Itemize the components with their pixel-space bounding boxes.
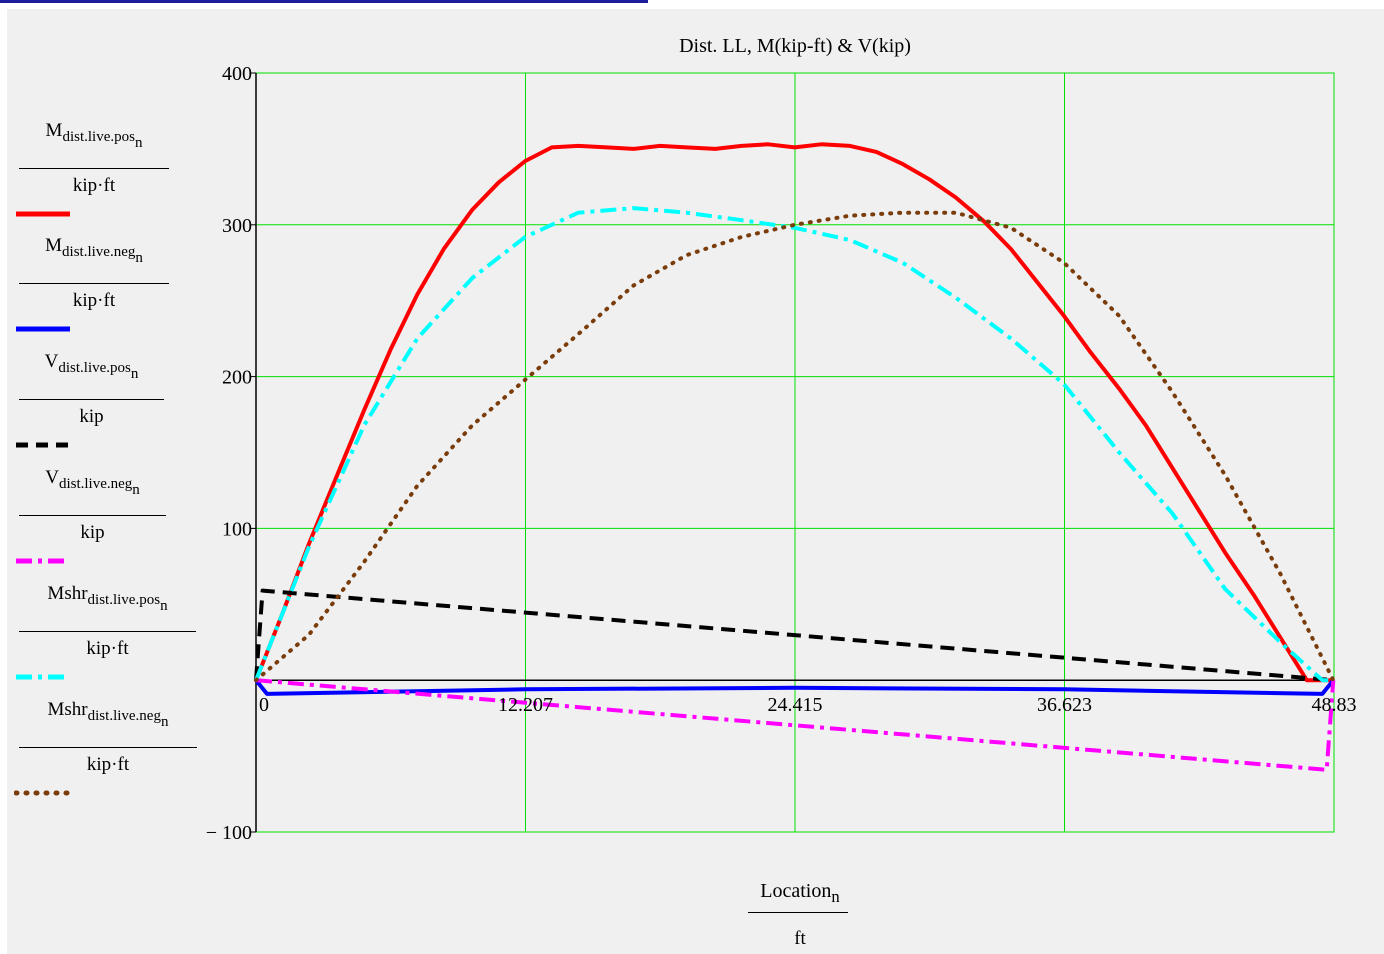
legend-label-part: V — [44, 351, 59, 372]
series-lines — [254, 142, 1336, 772]
legend-unit: kip·ft — [72, 290, 116, 311]
legend-label-part: dist.live.pos — [87, 591, 161, 608]
legend-label: Vdist.live.posn — [19, 351, 164, 382]
legend-divider — [19, 631, 196, 632]
legend-label: Mdist.live.posn — [19, 120, 169, 151]
legend-label-part: dist.live.pos — [62, 128, 135, 145]
chart-title: Dist. LL, M(kip-ft) & V(kip) — [679, 35, 911, 57]
x-tick-label: 0 — [259, 694, 269, 716]
x-tick-label: 12.207 — [498, 694, 553, 716]
grid — [255, 72, 1335, 833]
legend-label: Mshrdist.live.negn — [19, 699, 197, 730]
legend-label-part: dist.live.neg — [87, 707, 161, 724]
legend-swatch — [16, 211, 70, 217]
tick-labels: 400 300 200 100 − 100 0 12.207 24.415 36.623 48.8… — [206, 63, 1357, 844]
legend-label-part: n — [130, 365, 139, 382]
legend-label: Vdist.live.negn — [19, 467, 166, 498]
legend-label-part: dist.live.neg — [58, 475, 133, 492]
legend-swatch — [16, 326, 70, 332]
x-axis-unit: ft — [794, 928, 806, 949]
chart-panel — [7, 9, 1384, 954]
legend-label-part: V — [45, 467, 59, 488]
legend-unit: kip — [79, 406, 104, 427]
legend-label-part: n — [134, 134, 143, 151]
series-line — [254, 206, 1334, 683]
legend-swatch — [16, 558, 70, 564]
legend-swatch — [16, 442, 70, 448]
selection-bar — [0, 0, 648, 3]
legend-label-part: M — [45, 120, 63, 141]
y-tick-label: 200 — [222, 367, 252, 389]
legend-label-part: M — [45, 235, 63, 256]
series-line — [254, 678, 1335, 696]
legend-unit: kip·ft — [86, 754, 130, 775]
x-tick-label: 36.623 — [1037, 694, 1092, 716]
series-line — [255, 678, 1336, 772]
legend-divider — [19, 747, 197, 748]
legend-unit: kip — [80, 522, 105, 543]
y-tick-label: 300 — [222, 215, 252, 237]
x-axis-label: Locationn — [760, 880, 840, 906]
legend-swatch — [14, 790, 73, 796]
legend-label-part: n — [160, 597, 168, 614]
legend-label: Mdist.live.negn — [19, 235, 169, 266]
legend-divider — [19, 168, 169, 169]
legend-unit: kip·ft — [86, 638, 129, 659]
series-line — [254, 210, 1336, 683]
legend-unit: kip·ft — [72, 175, 116, 196]
legend-label: Mshrdist.live.posn — [19, 583, 196, 614]
x-tick-label: 24.415 — [768, 694, 823, 716]
legend-divider — [19, 515, 166, 516]
y-tick-label: 400 — [222, 63, 252, 85]
x-axis-label-divider — [748, 912, 848, 913]
series-line — [254, 588, 1334, 683]
axes — [250, 72, 1334, 833]
y-tick-label: 100 — [222, 518, 252, 540]
legend-label-part: n — [132, 481, 140, 498]
series-line — [254, 142, 1334, 683]
legend-label-part: dist.live.neg — [62, 243, 136, 260]
y-tick-label: − 100 — [206, 822, 252, 844]
legend-divider — [19, 399, 164, 400]
legend-label-part: n — [135, 249, 143, 266]
legend-label-part: Mshr — [47, 699, 88, 720]
legend-divider — [19, 283, 169, 284]
legend-label-part: n — [160, 713, 169, 730]
legend-label-part: Mshr — [47, 583, 88, 604]
x-tick-label: 48.83 — [1312, 694, 1357, 716]
legend-label-part: dist.live.pos — [58, 359, 131, 376]
legend-swatch — [16, 674, 70, 680]
